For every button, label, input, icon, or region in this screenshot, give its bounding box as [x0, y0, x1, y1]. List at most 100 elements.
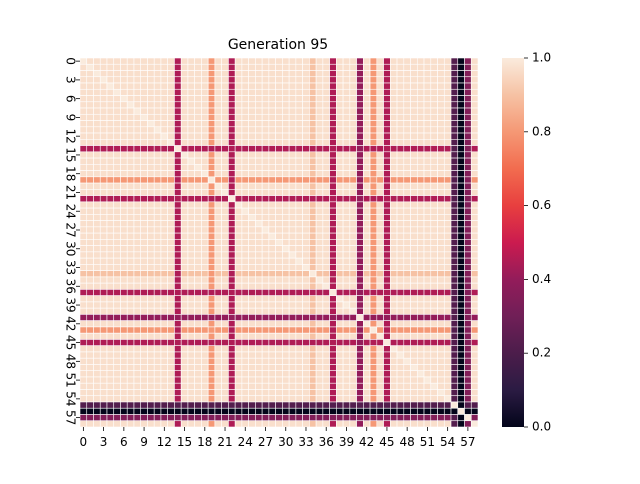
- heatmap-cell: [133, 320, 142, 328]
- heatmap-cell: [356, 207, 364, 215]
- heatmap-cell: [470, 63, 479, 71]
- heatmap-cell: [214, 132, 222, 140]
- heatmap-cell: [403, 132, 411, 140]
- chart-title: Generation 95: [228, 37, 328, 53]
- heatmap-cell: [275, 120, 283, 128]
- heatmap-cell: [99, 351, 108, 359]
- heatmap-cell: [187, 170, 195, 178]
- heatmap-cell: [120, 320, 128, 328]
- heatmap-cell: [106, 88, 115, 96]
- heatmap-cell: [457, 326, 465, 334]
- heatmap-cell: [295, 95, 303, 103]
- heatmap-cell: [126, 326, 135, 334]
- heatmap-cell: [457, 214, 465, 221]
- heatmap-cell: [180, 120, 189, 128]
- heatmap-cell: [430, 395, 438, 403]
- heatmap-cell: [282, 307, 290, 315]
- heatmap-cell: [187, 295, 195, 303]
- heatmap-cell: [86, 414, 94, 422]
- heatmap-cell: [120, 420, 128, 428]
- heatmap-cell: [356, 264, 364, 271]
- heatmap-cell: [369, 370, 378, 378]
- heatmap-cell: [295, 289, 303, 296]
- heatmap-cell: [99, 395, 108, 403]
- heatmap-cell: [403, 182, 411, 190]
- heatmap-cell: [302, 339, 310, 346]
- heatmap-cell: [349, 307, 357, 315]
- heatmap-cell: [403, 370, 411, 378]
- heatmap-cell: [309, 245, 317, 253]
- heatmap-cell: [423, 226, 432, 234]
- heatmap-cell: [113, 57, 121, 65]
- heatmap-cell: [126, 264, 135, 271]
- heatmap-cell: [234, 389, 243, 397]
- heatmap-cell: [214, 401, 222, 409]
- heatmap-cell: [174, 289, 182, 296]
- heatmap-cell: [342, 420, 351, 428]
- heatmap-cell: [241, 389, 249, 397]
- heatmap-cell: [221, 239, 229, 246]
- heatmap-cell: [342, 351, 351, 359]
- heatmap-cell: [464, 76, 472, 84]
- heatmap-cell: [248, 389, 256, 397]
- heatmap-cell: [416, 257, 425, 265]
- heatmap-cell: [261, 257, 270, 265]
- heatmap-cell: [437, 320, 445, 328]
- heatmap-cell: [79, 189, 88, 196]
- heatmap-cell: [160, 307, 168, 315]
- heatmap-cell: [261, 63, 270, 71]
- heatmap-cell: [160, 195, 168, 203]
- heatmap-cell: [396, 239, 405, 246]
- heatmap-cell: [120, 395, 128, 403]
- heatmap-cell: [268, 414, 276, 422]
- heatmap-cell: [180, 164, 189, 171]
- heatmap-cell: [86, 76, 94, 84]
- heatmap-cell: [207, 195, 216, 203]
- heatmap-cell: [423, 214, 432, 221]
- heatmap-cell: [126, 295, 135, 303]
- heatmap-cell: [383, 364, 391, 372]
- heatmap-cell: [133, 251, 142, 259]
- heatmap-cell: [403, 282, 411, 290]
- heatmap-cell: [302, 376, 310, 384]
- heatmap-cell: [174, 113, 182, 121]
- heatmap-cell: [349, 414, 357, 422]
- heatmap-cell: [201, 357, 209, 365]
- heatmap-cell: [349, 63, 357, 71]
- heatmap-cell: [261, 132, 270, 140]
- heatmap-cell: [147, 407, 155, 415]
- heatmap-cell: [120, 414, 128, 422]
- heatmap-cell: [322, 370, 330, 378]
- heatmap-cell: [295, 126, 303, 134]
- heatmap-cell: [309, 276, 317, 284]
- heatmap-cell: [329, 101, 337, 109]
- heatmap-cell: [288, 151, 297, 159]
- heatmap-cell: [99, 226, 108, 234]
- heatmap-cell: [113, 401, 121, 409]
- heatmap-cell: [282, 170, 290, 178]
- heatmap-cell: [329, 214, 337, 221]
- heatmap-cell: [113, 270, 121, 278]
- heatmap-cell: [403, 251, 411, 259]
- heatmap-cell: [194, 113, 202, 121]
- heatmap-cell: [356, 395, 364, 403]
- heatmap-cell: [160, 401, 168, 409]
- heatmap-cell: [282, 214, 290, 221]
- heatmap-cell: [464, 132, 472, 140]
- heatmap-cell: [443, 370, 452, 378]
- heatmap-cell: [99, 170, 108, 178]
- heatmap-cell: [396, 395, 405, 403]
- heatmap-cell: [255, 314, 263, 321]
- heatmap-cell: [201, 320, 209, 328]
- heatmap-cell: [187, 282, 195, 290]
- heatmap-cell: [167, 151, 175, 159]
- y-tick-label: 18: [63, 166, 77, 181]
- heatmap-cell: [282, 376, 290, 384]
- heatmap-cell: [315, 326, 324, 334]
- heatmap-cell: [93, 401, 101, 409]
- heatmap-cell: [336, 101, 344, 109]
- heatmap-cell: [99, 76, 108, 84]
- heatmap-cell: [356, 245, 364, 253]
- heatmap-cell: [302, 70, 310, 78]
